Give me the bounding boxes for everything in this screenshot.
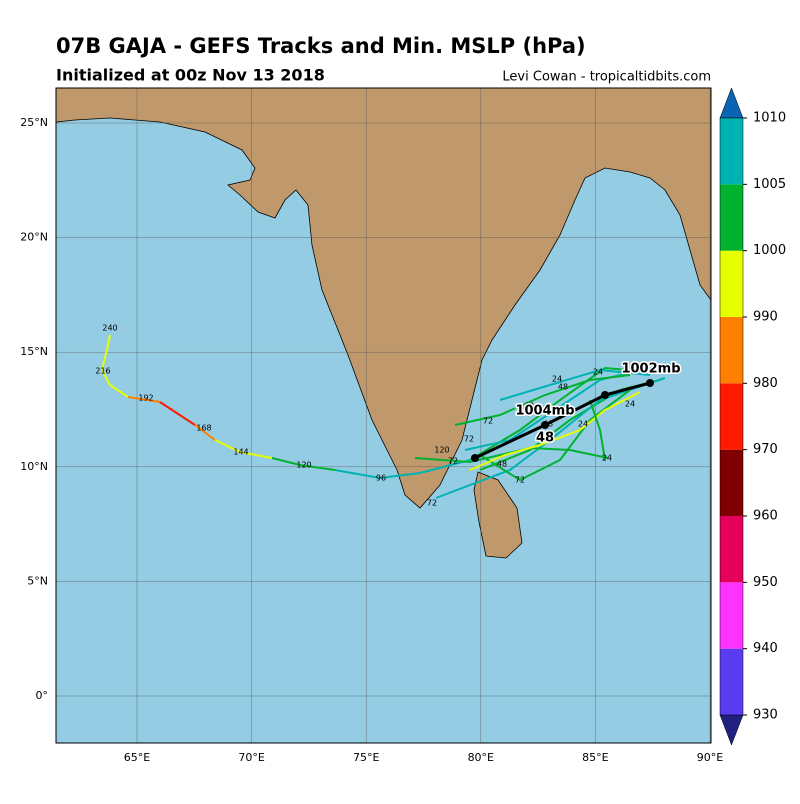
title: 07B GAJA - GEFS Tracks and Min. MSLP (hP… (56, 34, 586, 58)
track-label: 120 (296, 461, 311, 470)
lat-label: 15°N (20, 345, 48, 358)
mean-label: 48 (536, 431, 554, 446)
track-label: 48 (543, 420, 553, 429)
colorbar: 930 940 950 960 970 980 990 1000 1005 1010 (719, 87, 786, 746)
track-label: 72 (483, 417, 493, 426)
colorbar-segment (720, 582, 743, 649)
colorbar-segment (720, 118, 743, 185)
colorbar-segment (720, 516, 743, 583)
colorbar-label: 1010 (753, 111, 786, 126)
sri-lanka (473, 471, 523, 559)
credit: Levi Cowan - tropicaltidbits.com (502, 70, 711, 85)
lat-label: 0° (36, 689, 49, 702)
lon-label: 80°E (468, 751, 494, 764)
colorbar-label: 930 (753, 708, 778, 723)
subtitle: Initialized at 00z Nov 13 2018 (56, 66, 325, 85)
colorbar-segment (720, 648, 743, 715)
track-label: 24 (602, 454, 612, 463)
track-label: 24 (552, 375, 562, 384)
track-label: 72 (464, 435, 474, 444)
mean-label: 1004mb (515, 404, 574, 419)
track-label: 48 (524, 402, 534, 411)
colorbar-label: 1000 (753, 243, 786, 258)
lat-label: 20°N (20, 231, 48, 244)
track-label: 120 (434, 446, 449, 455)
lat-label: 25°N (20, 116, 48, 129)
colorbar-segment (720, 317, 743, 384)
colorbar-label: 980 (753, 376, 778, 391)
lon-label: 85°E (582, 751, 608, 764)
mean-label: 1002mb (621, 362, 680, 377)
track-label: 72 (427, 499, 437, 508)
lat-label: 5°N (27, 574, 48, 587)
lon-label: 90°E (697, 751, 723, 764)
graticule (56, 88, 711, 743)
land (55, 87, 712, 509)
lon-label: 75°E (353, 751, 379, 764)
lat-label: 10°N (20, 460, 48, 473)
track-label: 168 (196, 424, 211, 433)
colorbar-label: 990 (753, 310, 778, 325)
colorbar-segment (720, 184, 743, 251)
track-label: 48 (497, 460, 507, 469)
track-label: 24 (593, 368, 603, 377)
track-label: 24 (578, 420, 588, 429)
colorbar-segment (720, 250, 743, 317)
tracks (100, 334, 666, 499)
lon-label: 65°E (124, 751, 150, 764)
track-label: 72 (515, 476, 525, 485)
colorbar-segment (720, 449, 743, 516)
colorbar-label: 970 (753, 442, 778, 457)
track-label: 144 (233, 448, 248, 457)
track-label: 24 (625, 400, 635, 409)
colorbar-frame (719, 117, 744, 716)
track-label: 216 (95, 367, 110, 376)
track-label: 72 (448, 457, 458, 466)
map-frame (55, 87, 712, 744)
track-label: 48 (558, 383, 568, 392)
colorbar-label: 960 (753, 509, 778, 524)
colorbar-segment (720, 383, 743, 450)
lon-label: 70°E (238, 751, 264, 764)
colorbar-label: 1005 (753, 177, 786, 192)
track-label: 96 (376, 474, 386, 483)
colorbar-label: 950 (753, 575, 778, 590)
track-label: 240 (102, 324, 117, 333)
colorbar-label: 940 (753, 641, 778, 656)
track-label: 192 (138, 394, 153, 403)
